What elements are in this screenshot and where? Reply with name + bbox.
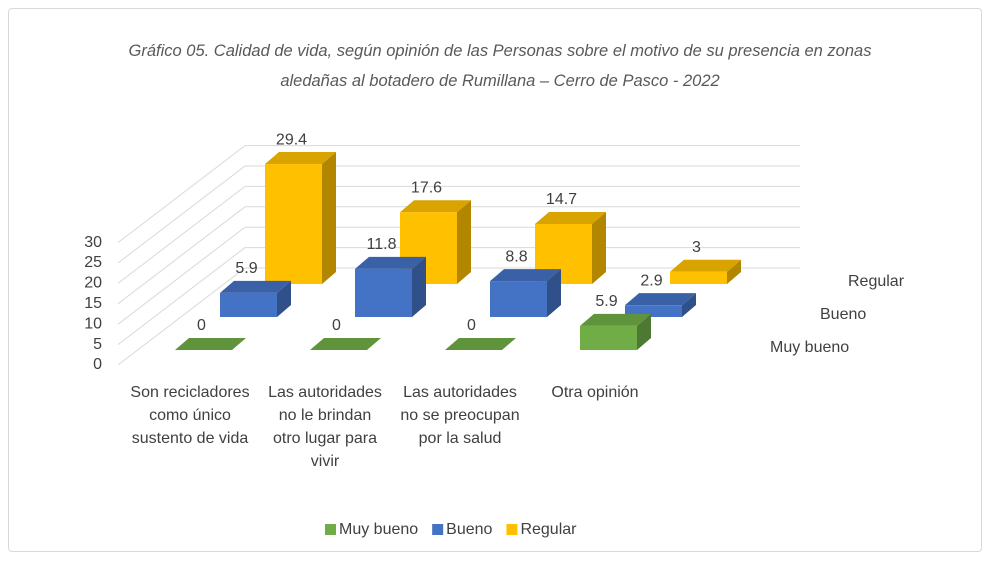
data-label: 5.9 — [235, 260, 257, 277]
bar — [175, 338, 246, 350]
bar-front — [670, 271, 727, 284]
bar-top — [670, 259, 741, 272]
bar-top — [625, 293, 696, 306]
bar-top — [355, 256, 426, 269]
bar — [535, 212, 606, 284]
bar-side — [727, 259, 741, 284]
grid-line — [117, 165, 800, 264]
legend-swatch — [506, 524, 518, 535]
grid-line — [117, 267, 800, 366]
data-label: 2.9 — [640, 272, 662, 289]
bar-top — [400, 200, 471, 213]
data-label: 0 — [467, 317, 476, 334]
y-tick-label: 25 — [84, 254, 102, 271]
bar-top — [580, 313, 651, 326]
data-label: 14.7 — [546, 191, 577, 208]
grid-line — [117, 145, 800, 243]
grid-line — [117, 247, 800, 345]
chart-frame — [8, 8, 982, 552]
data-label: 17.6 — [411, 179, 442, 196]
bar-side — [637, 313, 651, 350]
bar-side — [277, 280, 291, 317]
bar-front — [625, 305, 682, 317]
y-tick-label: 20 — [84, 275, 102, 292]
y-tick-label: 0 — [93, 356, 102, 373]
grid-line — [117, 206, 800, 305]
bar-top — [445, 338, 516, 350]
bar-front — [265, 164, 322, 284]
legend-label: Regular — [520, 521, 577, 538]
y-tick-label: 10 — [84, 315, 102, 332]
grid-line — [117, 226, 800, 325]
depth-axis-label: Muy bueno — [770, 339, 849, 356]
chart-title: Gráfico 05. Calidad de vida, según opini… — [128, 42, 872, 90]
bar — [265, 152, 336, 284]
bar-side — [547, 269, 561, 317]
bar-front — [490, 281, 547, 317]
data-label: 5.9 — [595, 293, 617, 310]
x-tick-label: Otra opinión — [551, 384, 639, 401]
bar-side — [592, 212, 606, 284]
bar-top — [490, 269, 561, 282]
grid-line — [117, 185, 800, 284]
bar — [670, 259, 741, 284]
data-label: 3 — [692, 239, 701, 256]
bar — [625, 293, 696, 317]
bar-front — [355, 268, 412, 317]
bar-top — [265, 152, 336, 165]
bar-top — [175, 338, 246, 350]
data-label: 0 — [332, 317, 341, 334]
bar — [445, 338, 516, 350]
legend-label: Bueno — [446, 521, 492, 538]
y-tick-label: 15 — [84, 295, 102, 312]
bar — [490, 269, 561, 317]
legend-swatch — [432, 524, 444, 535]
bar-top — [535, 212, 606, 225]
x-tick-label: Las autoridades no se preocupan por la s… — [400, 384, 520, 447]
y-tick-label: 30 — [84, 234, 102, 251]
x-tick-label: Las autoridades no le brindan otro lugar… — [268, 384, 382, 470]
bar-side — [457, 200, 471, 284]
data-label: 11.8 — [367, 236, 397, 253]
data-label: 8.8 — [505, 248, 527, 265]
legend-swatch — [325, 524, 336, 535]
bar-side — [322, 152, 336, 284]
bar-front — [580, 325, 637, 350]
bar-side — [412, 256, 426, 317]
depth-axis-label: Bueno — [820, 306, 866, 323]
bar — [355, 256, 426, 317]
x-tick-label: Son recicladores como único sustento de … — [130, 384, 250, 447]
data-label: 0 — [197, 317, 206, 334]
bar — [580, 313, 651, 350]
bar-side — [682, 293, 696, 317]
bar — [220, 280, 291, 317]
bar-front — [220, 292, 277, 317]
data-label: 29.4 — [276, 131, 307, 148]
bar-top — [220, 280, 291, 293]
bar-top — [310, 338, 381, 350]
depth-axis-label: Regular — [848, 273, 905, 290]
legend-label: Muy bueno — [339, 521, 418, 538]
y-tick-label: 5 — [93, 336, 102, 353]
bar — [310, 338, 381, 350]
